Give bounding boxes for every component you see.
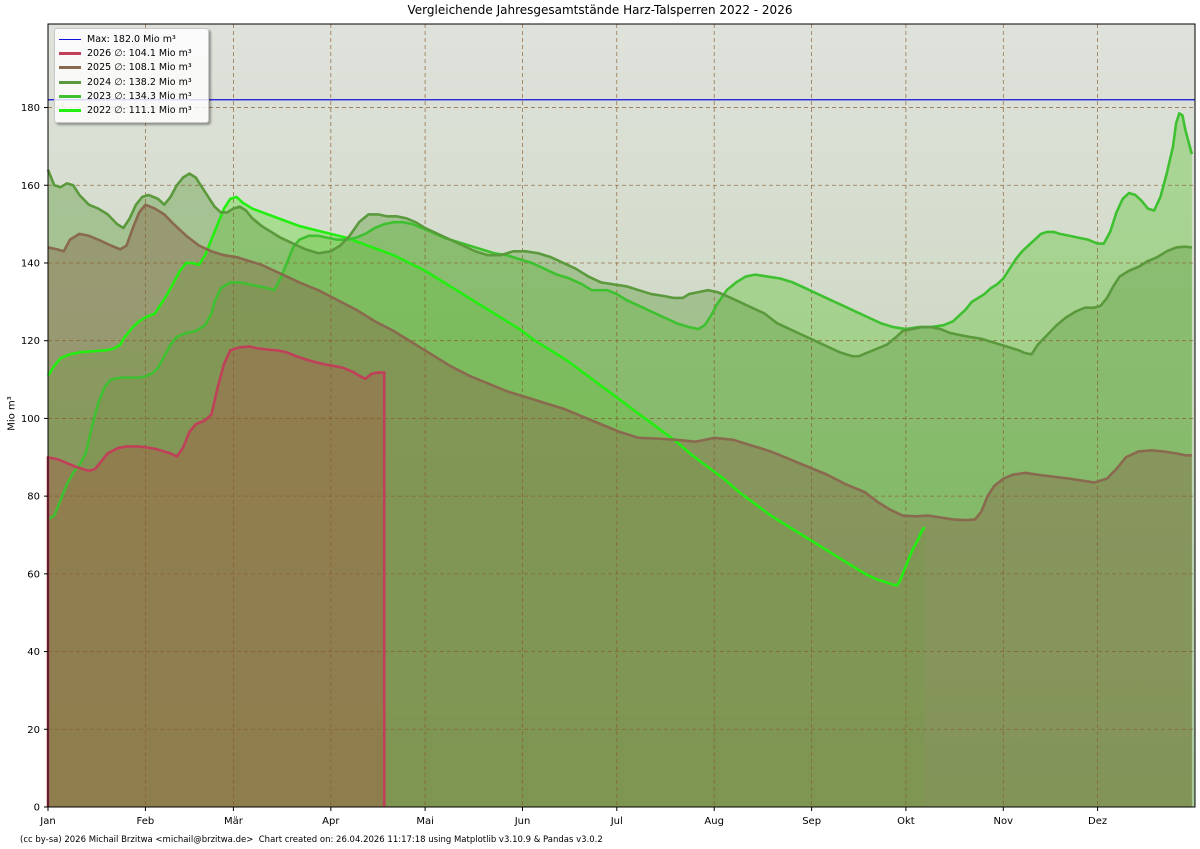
legend: Max: 182.0 Mio m³ 2026 ∅: 104.1 Mio m³ 2… (54, 28, 209, 123)
series-line-2023 (47, 112, 1194, 521)
x-tick-label-Jun: Jun (514, 816, 531, 827)
series-line-2024 (46, 169, 1193, 358)
series-line-2022 (46, 195, 926, 587)
series-line-2025 (47, 203, 1192, 522)
y-tick-label-80: 80 (27, 492, 40, 503)
y-tick-label-20: 20 (27, 725, 40, 736)
legend-swatch-2025 (59, 66, 81, 70)
x-tick-label-Jul: Jul (610, 816, 623, 827)
legend-label-2022: 2022 ∅: 111.1 Mio m³ (87, 105, 192, 117)
y-tick-label-100: 100 (21, 414, 40, 425)
x-tick-label-Feb: Feb (137, 816, 155, 827)
x-tick-label-Mai: Mai (416, 816, 434, 827)
legend-swatch-2022 (59, 109, 81, 113)
y-tick-label-0: 0 (34, 803, 40, 814)
legend-label-max: Max: 182.0 Mio m³ (87, 33, 176, 45)
x-tick-label-Dez: Dez (1088, 816, 1107, 827)
plot-frame (47, 23, 1196, 808)
legend-swatch-2023 (59, 94, 81, 98)
x-tick-label-Apr: Apr (322, 816, 340, 827)
legend-label-2024: 2024 ∅: 138.2 Mio m³ (87, 76, 192, 88)
y-tick-label-60: 60 (27, 569, 40, 580)
legend-item-max: Max: 182.0 Mio m³ (59, 32, 204, 46)
y-tick-label-140: 140 (21, 258, 40, 269)
legend-label-2023: 2023 ∅: 134.3 Mio m³ (87, 90, 192, 102)
chart-title: Vergleichende Jahresgesamtstände Harz-Ta… (407, 3, 793, 17)
footer-credits: (cc by-sa) 2026 Michail Brzitwa <michail… (20, 835, 603, 845)
legend-label-2026: 2026 ∅: 104.1 Mio m³ (87, 47, 192, 59)
x-tick-label-Nov: Nov (994, 816, 1014, 827)
legend-item-2024: 2024 ∅: 138.2 Mio m³ (59, 75, 204, 89)
plot-background (48, 24, 1195, 807)
legend-item-2022: 2022 ∅: 111.1 Mio m³ (59, 103, 204, 117)
x-tick-label-Okt: Okt (897, 816, 915, 827)
legend-swatch-2026 (59, 51, 81, 55)
legend-item-2026: 2026 ∅: 104.1 Mio m³ (59, 46, 204, 60)
legend-label-2025: 2025 ∅: 108.1 Mio m³ (87, 62, 192, 74)
area-2026 (48, 346, 385, 807)
x-tick-label-Sep: Sep (802, 816, 821, 827)
y-tick-label-160: 160 (21, 181, 40, 192)
legend-swatch-2024 (59, 80, 81, 84)
y-axis-label: Mio m³ (6, 396, 18, 431)
legend-item-2025: 2025 ∅: 108.1 Mio m³ (59, 61, 204, 75)
legend-swatch-max (59, 38, 81, 40)
y-tick-label-40: 40 (27, 647, 40, 658)
legend-item-2023: 2023 ∅: 134.3 Mio m³ (59, 89, 204, 103)
y-tick-label-120: 120 (21, 336, 40, 347)
y-tick-label-180: 180 (21, 103, 40, 114)
x-tick-label-Mär: Mär (224, 816, 244, 827)
x-tick-label-Aug: Aug (704, 816, 724, 827)
x-tick-label-Jan: Jan (39, 816, 55, 827)
series-line-2026 (46, 345, 386, 807)
